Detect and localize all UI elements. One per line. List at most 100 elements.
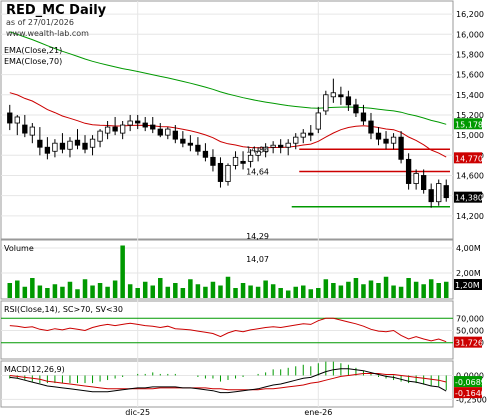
candle-body [293, 136, 299, 144]
candle-body [89, 138, 96, 148]
chart-texts: RED_MC Daily as of 27/01/2026 www.wealth… [4, 3, 123, 374]
macd-tick-label: -0,2500 [456, 395, 487, 404]
candle-body [247, 154, 254, 162]
volume-bar [15, 280, 20, 298]
macd-line [9, 368, 447, 394]
candle-body [97, 130, 103, 142]
volume-tick-label: 2,00M [456, 269, 481, 278]
rsi-label: RSI(Close,14), SC>70, SV<30 [4, 305, 123, 314]
volume-bar [173, 283, 178, 298]
candle-body [29, 126, 35, 136]
ema70-line [9, 31, 447, 125]
price-tick-label: 15,600 [456, 71, 484, 80]
candle-body [67, 140, 73, 150]
volume-label: Volume [4, 244, 34, 253]
candle-body [262, 146, 269, 152]
candle-body [150, 124, 156, 130]
volume-bar [413, 281, 419, 298]
volume-bar [255, 286, 261, 298]
volume-bar [398, 286, 404, 298]
candle-body [390, 136, 397, 144]
macd-value-badge: -0,1640 [455, 389, 486, 398]
price-tick-label: 15,200 [456, 111, 484, 120]
volume-bar [308, 289, 314, 298]
volume-bar [150, 285, 156, 298]
chart-title: RED_MC Daily [6, 3, 107, 18]
candle-body [225, 164, 231, 182]
rsi-tick-label: 70,000 [456, 314, 484, 323]
price-annotation: 14,07 [246, 255, 269, 264]
volume-bar [338, 285, 344, 298]
candle-body [142, 122, 148, 128]
volume-bar [406, 278, 411, 298]
candle-body [14, 116, 20, 124]
volume-bar [22, 286, 28, 298]
volume-bar [225, 276, 231, 298]
candle-body [375, 132, 382, 140]
volume-bar [361, 284, 366, 298]
candle-body [360, 112, 367, 122]
candle-body [217, 162, 224, 182]
volume-bar [188, 279, 193, 298]
volume-bar [30, 278, 35, 298]
volume-bar [180, 288, 186, 298]
candle-body [187, 142, 194, 146]
candle-body [413, 173, 419, 184]
close-value-badge-bg [454, 191, 482, 203]
ema21-value-badge: 14,770 [455, 154, 483, 163]
candle-body [368, 120, 374, 134]
candle-body [338, 94, 344, 98]
candle-body [210, 156, 216, 166]
x-axis-label: ene-26 [304, 408, 332, 417]
volume-bar [218, 285, 223, 298]
candle-body [135, 120, 141, 124]
volume-bar [203, 286, 208, 298]
candle-body [353, 104, 359, 114]
volume-tick-label: 4,00M [456, 244, 481, 253]
macd-tick-label: 0,0000 [456, 371, 484, 380]
volume-bar [142, 281, 148, 298]
volume-bar [346, 281, 351, 298]
candle-body [345, 96, 352, 106]
candle-body [157, 128, 163, 136]
volume-bar [300, 285, 306, 298]
chart-source: www.wealth-lab.com [6, 29, 89, 38]
candle-body [308, 132, 314, 136]
candle-body [7, 112, 13, 124]
close-value-badge: 14,380 [455, 194, 483, 203]
price-tick-label: 15,400 [456, 91, 484, 100]
candle-body [59, 142, 66, 150]
candle-body [436, 183, 442, 203]
rsi-value-badge-bg [454, 336, 482, 348]
volume-bar [7, 283, 13, 298]
price-annotation: 14,86 [246, 145, 269, 154]
candle-body [270, 144, 276, 148]
price-tick-label: 16,000 [456, 30, 484, 39]
price-annotation: 14,29 [246, 232, 269, 241]
volume-bar [112, 280, 118, 298]
candle-body [383, 138, 389, 144]
volume-bar [443, 281, 449, 298]
candle-body [82, 142, 88, 150]
rsi-line [9, 317, 447, 343]
price-tick-label: 15,800 [456, 50, 484, 59]
candle-body [195, 144, 201, 152]
grid-lines [1, 1, 453, 407]
volume-bar [421, 284, 426, 298]
volume-bar [97, 283, 103, 298]
candle-body [232, 156, 239, 166]
volume-bar [331, 283, 336, 298]
rsi-tick-label: 50,000 [456, 327, 484, 336]
volume-bar [263, 280, 268, 298]
volume-bar [323, 279, 329, 298]
ema70-legend: EMA(Close,70) [4, 57, 62, 66]
price-annotation: 14,64 [246, 167, 269, 176]
chart-subtitle: as of 27/01/2026 [6, 18, 74, 27]
candle-body [398, 136, 404, 160]
candle-body [428, 189, 434, 203]
volume-bar [75, 289, 80, 298]
candle-body [119, 124, 126, 134]
candle-body [255, 150, 261, 156]
